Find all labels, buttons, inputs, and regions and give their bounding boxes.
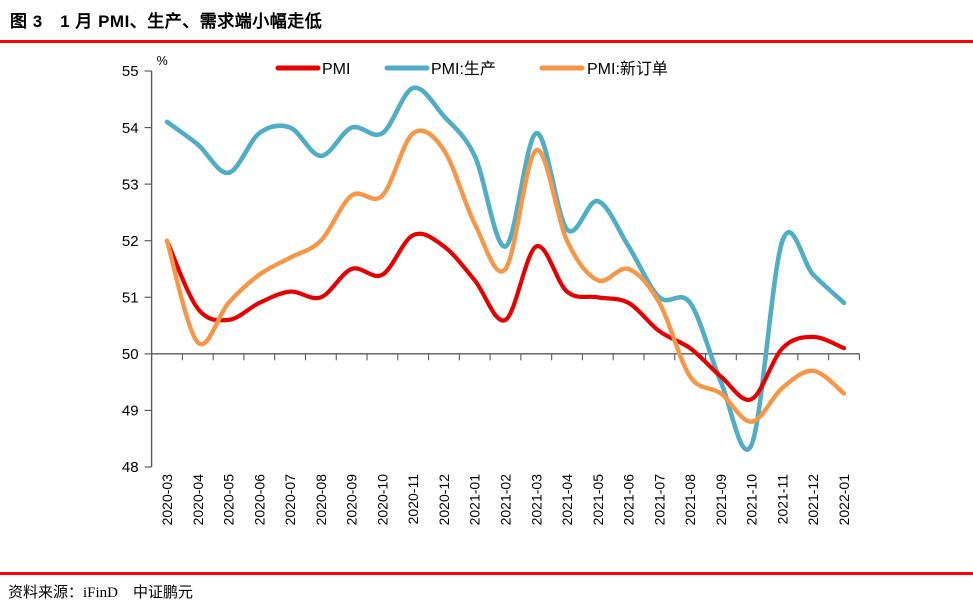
series-line-production — [164, 85, 847, 452]
x-tick-label: 2020-10 — [374, 474, 390, 526]
figure-title: 图 3 1 月 PMI、生产、需求端小幅走低 — [10, 12, 323, 31]
y-tick-label: 53 — [122, 176, 139, 193]
x-tick-label: 2021-08 — [682, 474, 698, 526]
y-tick-label: 54 — [122, 120, 139, 137]
x-tick-label: 2020-04 — [190, 474, 206, 526]
y-axis-unit-label: % — [157, 54, 168, 68]
y-tick-label: 50 — [122, 346, 139, 363]
bottom-red-rule — [0, 572, 973, 575]
y-tick-label: 52 — [122, 233, 139, 250]
x-tick-label: 2021-11 — [774, 474, 790, 525]
x-tick-label: 2021-02 — [498, 474, 514, 526]
x-tick-label: 2020-12 — [436, 474, 452, 526]
y-axis: 48 49 50 51 52 53 54 55% — [122, 54, 168, 476]
x-tick-label: 2021-03 — [528, 474, 544, 526]
y-tick-label: 49 — [122, 403, 139, 420]
x-tick-label: 2020-09 — [344, 474, 360, 526]
x-tick-label: 2021-12 — [805, 474, 821, 526]
x-tick-label: 2021-01 — [467, 474, 483, 526]
x-tick-label: 2021-10 — [744, 474, 760, 526]
series-line-new-orders — [164, 128, 847, 424]
x-tick-label: 2021-09 — [713, 474, 729, 526]
x-tick-label: 2022-01 — [836, 474, 852, 526]
source-note: 资料来源：iFinD 中证鹏元 — [8, 585, 194, 601]
x-tick-labels: 2020-03 2020-04 2020-05 2020-06 2020-07 2020-… — [159, 474, 852, 526]
x-tick-label: 2020-11 — [405, 474, 421, 525]
x-tick-label: 2020-05 — [221, 474, 237, 526]
top-red-rule — [0, 40, 973, 43]
legend-item: PMI — [275, 61, 350, 78]
y-tick-label: 51 — [122, 289, 139, 306]
x-tick-label: 2020-06 — [251, 474, 267, 526]
legend-label: PMI:生产 — [431, 60, 496, 78]
x-tick-label: 2021-04 — [559, 474, 575, 526]
category-axis — [151, 353, 860, 361]
series-line-pmi — [164, 231, 847, 402]
legend-label: PMI — [322, 61, 350, 78]
legend-label: PMI:新订单 — [587, 60, 668, 78]
legend-item: PMI:新订单 — [539, 60, 668, 78]
legend: PMI PMI:生产 PMI:新订单 — [275, 60, 668, 78]
x-tick-label: 2020-07 — [282, 474, 298, 526]
x-tick-label: 2020-03 — [159, 474, 175, 526]
x-tick-label: 2020-08 — [313, 474, 329, 526]
x-tick-label: 2021-05 — [590, 474, 606, 526]
y-tick-label: 48 — [122, 459, 139, 476]
x-tick-label: 2021-07 — [651, 474, 667, 526]
y-tick-label: 55 — [122, 63, 139, 80]
x-tick-label: 2021-06 — [621, 474, 637, 526]
legend-item: PMI:生产 — [384, 60, 496, 78]
